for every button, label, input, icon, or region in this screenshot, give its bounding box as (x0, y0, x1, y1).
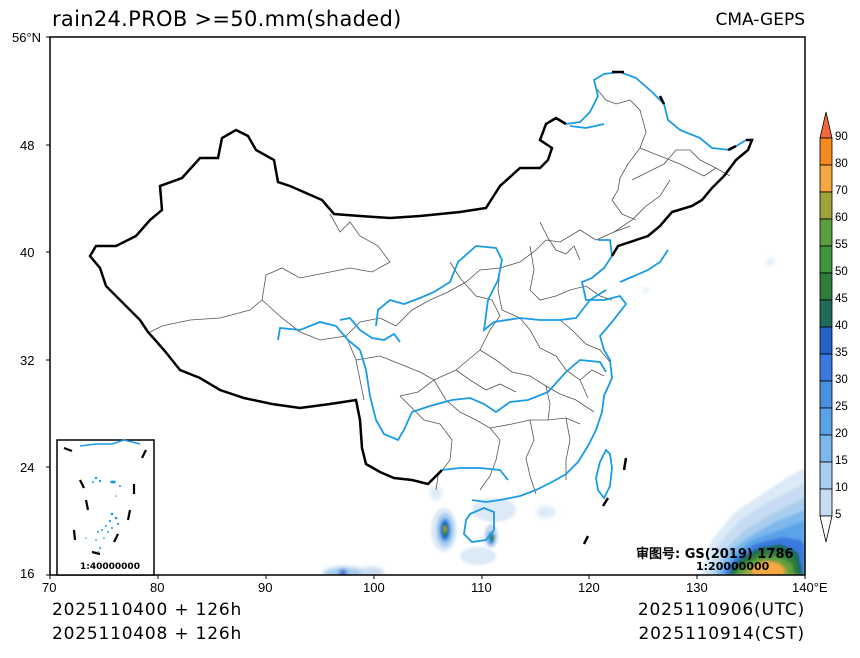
lat-tick-48: 48 (20, 138, 35, 153)
lat-tick-16: 16 (20, 566, 35, 581)
colorbar (819, 111, 833, 543)
lon-tick-120: 120 (578, 580, 600, 595)
inset-map-scale: 1:40000000 (80, 562, 140, 572)
init-time-utc: 2025110400 + 126h (52, 600, 243, 620)
lat-tick-56: 56°N (12, 30, 42, 45)
lon-tick-90: 90 (258, 580, 273, 595)
lat-tick-32: 32 (20, 353, 35, 368)
colorbar-label-20: 20 (835, 428, 848, 440)
colorbar-label-80: 80 (835, 158, 848, 170)
lat-tick-24: 24 (20, 460, 35, 475)
plot-frame (49, 36, 806, 576)
colorbar-label-90: 90 (835, 131, 848, 143)
colorbar-label-50: 50 (835, 266, 848, 278)
axis-ticks (46, 36, 806, 579)
colorbar-label-25: 25 (835, 401, 848, 413)
valid-time-utc: 2025110906(UTC) (637, 600, 805, 620)
main-map-scale: 1:20000000 (696, 560, 770, 573)
province-boundaries (149, 87, 731, 495)
colorbar-label-35: 35 (835, 347, 848, 359)
colorbar-label-45: 45 (835, 293, 848, 305)
colorbar-label-10: 10 (835, 482, 848, 494)
colorbar-label-55: 55 (835, 239, 848, 251)
lat-tick-40: 40 (20, 245, 35, 260)
valid-time-cst: 2025110914(CST) (638, 624, 805, 644)
probability-shading (323, 259, 805, 575)
colorbar-label-15: 15 (835, 455, 848, 467)
lon-tick-110: 110 (471, 580, 492, 595)
lon-tick-130: 130 (686, 580, 708, 595)
lon-tick-140: 140°E (792, 580, 828, 595)
colorbar-label-30: 30 (835, 374, 848, 386)
south-china-sea-inset (56, 439, 155, 576)
national-border (88, 70, 754, 545)
lon-tick-100: 100 (363, 580, 385, 595)
model-source-label: CMA-GEPS (715, 10, 805, 30)
map-approval-number: 审图号: GS(2019) 1786 (636, 547, 794, 562)
colorbar-label-5: 5 (835, 509, 842, 521)
rivers-and-coastline (68, 71, 752, 543)
colorbar-label-70: 70 (835, 185, 848, 197)
colorbar-label-60: 60 (835, 212, 848, 224)
colorbar-label-40: 40 (835, 320, 848, 332)
init-time-cst: 2025110408 + 126h (52, 624, 243, 644)
lon-tick-70: 70 (42, 580, 57, 595)
chart-title: rain24.PROB >=50.mm(shaded) (52, 7, 402, 31)
lon-tick-80: 80 (150, 580, 165, 595)
